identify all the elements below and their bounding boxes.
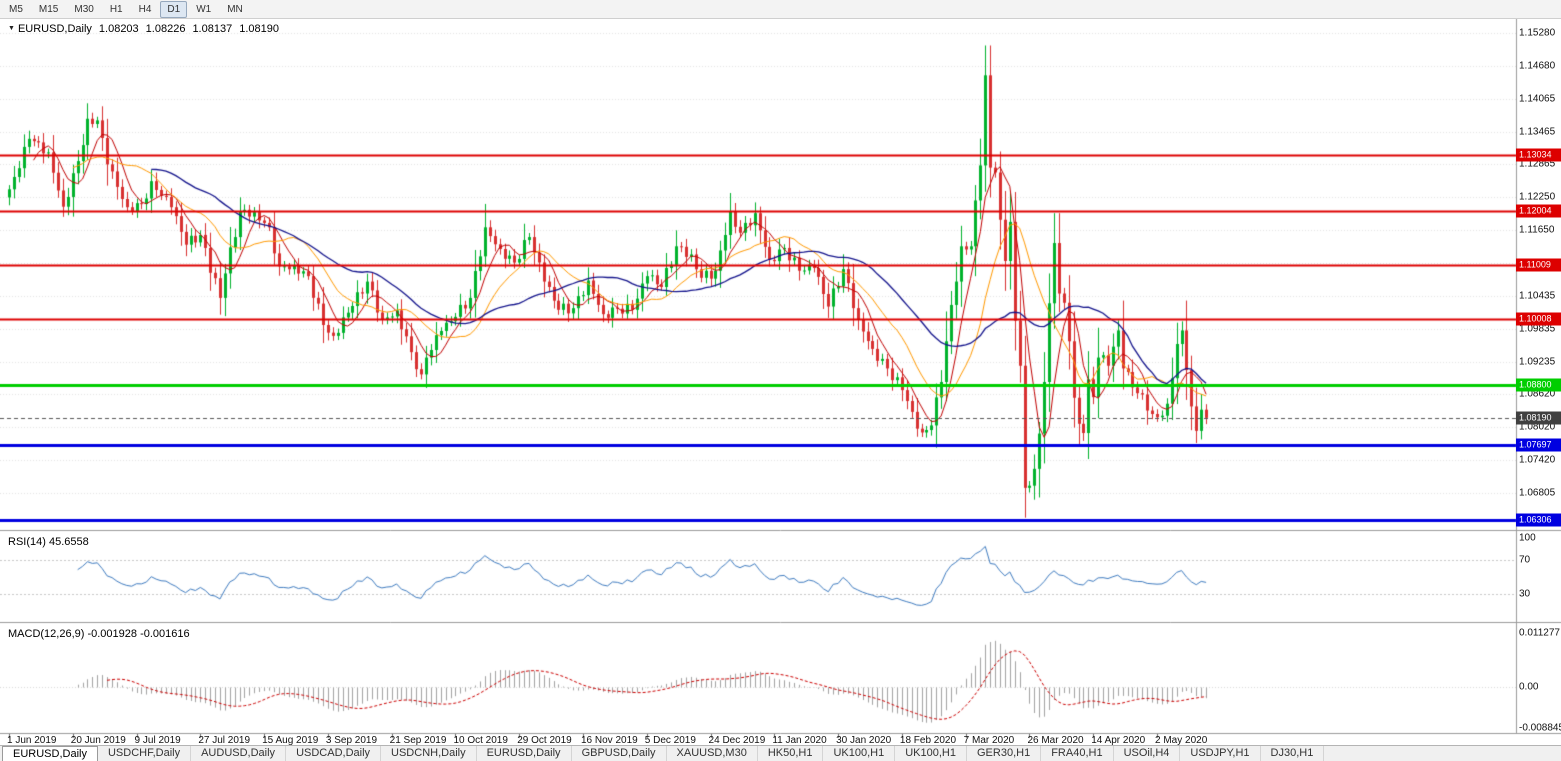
chart-tab-usdchf-daily[interactable]: USDCHF,Daily [98, 746, 192, 761]
chart-tab-uk100-h1[interactable]: UK100,H1 [895, 746, 967, 761]
collapse-chart-icon[interactable]: ▼ [8, 25, 15, 32]
chart-tab-uk100-h1[interactable]: UK100,H1 [823, 746, 896, 761]
timeframe-button-m15[interactable]: M15 [38, 3, 59, 15]
timeframe-toolbar: M5 M15 M30 H1 H4 D1 W1 MN [0, 0, 1561, 19]
chart-tab-eurusd-daily[interactable]: EURUSD,Daily [2, 746, 98, 761]
chart-close-value: 1.08190 [239, 23, 279, 35]
timeframe-button-m30[interactable]: M30 [74, 3, 94, 15]
timeframe-button-h1[interactable]: H1 [109, 3, 123, 15]
chart-tab-usoil-h4[interactable]: USOil,H4 [1114, 746, 1181, 761]
chart-tab-bar: EURUSD,Daily USDCHF,Daily AUDUSD,Daily USDC… [0, 745, 1561, 761]
timeframe-button-h4[interactable]: H4 [138, 3, 152, 15]
chart-tab-ger30-h1[interactable]: GER30,H1 [967, 746, 1042, 761]
chart-tab-fra40-h1[interactable]: FRA40,H1 [1041, 746, 1114, 761]
timeframe-button-mn[interactable]: MN [227, 3, 243, 15]
chart-tab-usdcnh-daily[interactable]: USDCNH,Daily [381, 746, 477, 761]
timeframe-button-m5[interactable]: M5 [9, 3, 23, 15]
chart-low-value: 1.08137 [192, 23, 233, 35]
chart-tab-eurusd-daily[interactable]: EURUSD,Daily [477, 746, 572, 761]
chart-tab-gbpusd-daily[interactable]: GBPUSD,Daily [572, 746, 667, 761]
chart-open-value: 1.08203 [98, 23, 139, 35]
chart-tab-usdcad-daily[interactable]: USDCAD,Daily [286, 746, 382, 761]
timeframe-button-d1[interactable]: D1 [160, 0, 188, 18]
chart-tab-usdjpy-h1[interactable]: USDJPY,H1 [1180, 746, 1261, 761]
chart-symbol-label: EURUSD,Daily [17, 23, 92, 35]
chart-tab-audusd-daily[interactable]: AUDUSD,Daily [191, 746, 287, 761]
chart-tab-hk50-h1[interactable]: HK50,H1 [758, 746, 824, 761]
chart-ohlc-header: ▼ EURUSD,Daily 1.08203 1.08226 1.08137 1.0819… [8, 23, 279, 35]
chart-tab-xauusd-m30[interactable]: XAUUSD,M30 [667, 746, 758, 761]
chart-high-value: 1.08226 [145, 23, 186, 35]
rsi-indicator-label: RSI(14) 45.6558 [8, 536, 89, 548]
timeframe-button-w1[interactable]: W1 [196, 3, 212, 15]
chart-tab-dj30-h1[interactable]: DJ30,H1 [1261, 746, 1325, 761]
macd-indicator-label: MACD(12,26,9) -0.001928 -0.001616 [8, 628, 190, 640]
